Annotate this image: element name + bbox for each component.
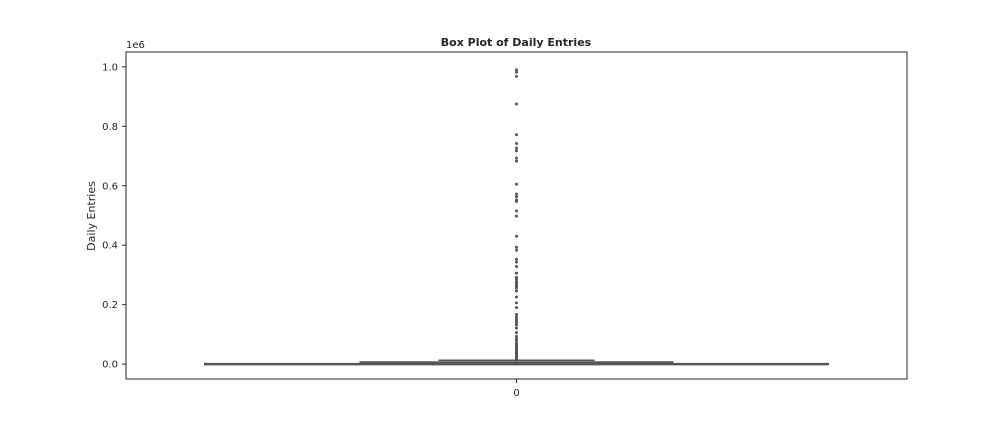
outlier-point xyxy=(514,323,518,327)
outlier-point xyxy=(514,234,518,238)
outlier-point xyxy=(514,149,518,153)
outlier-point xyxy=(514,70,518,74)
outlier-point xyxy=(514,133,518,137)
outlier-point xyxy=(514,326,518,330)
outlier-point xyxy=(514,214,518,218)
outlier-point xyxy=(514,312,518,316)
plot-area: 0.0 0.2 0.4 0.6 0.8 1.0 0 xyxy=(102,62,829,399)
axes-frame xyxy=(125,51,908,380)
outlier-point xyxy=(514,289,518,293)
outlier-point xyxy=(514,68,518,72)
outlier-point xyxy=(514,142,518,146)
outlier-point xyxy=(514,102,518,106)
outlier-point xyxy=(514,74,518,78)
outlier-point xyxy=(514,182,518,186)
outlier-point xyxy=(514,295,518,299)
y-tick-label: 1.0 xyxy=(102,62,118,73)
y-tick-label: 0.0 xyxy=(102,360,118,371)
outlier-point xyxy=(514,192,518,196)
outlier-point xyxy=(514,260,518,264)
outlier-point xyxy=(514,358,518,362)
outlier-point xyxy=(514,277,518,281)
outlier-point xyxy=(514,257,518,261)
outlier-point xyxy=(514,200,518,204)
outlier-point xyxy=(514,286,518,290)
y-axis-label: Daily Entries xyxy=(85,181,98,251)
y-tick-label: 0.2 xyxy=(102,300,118,311)
outlier-point xyxy=(514,306,518,310)
outlier-point xyxy=(514,265,518,269)
outlier-point xyxy=(514,331,518,335)
y-tick-label: 0.8 xyxy=(102,122,118,133)
chart-title: Box Plot of Daily Entries xyxy=(441,36,592,49)
outlier-point xyxy=(514,315,518,319)
y-tick-label: 0.6 xyxy=(102,181,118,192)
outlier-point xyxy=(514,301,518,305)
outlier-point xyxy=(514,209,518,213)
outlier-point xyxy=(514,245,518,249)
outlier-point xyxy=(514,334,518,338)
outlier-point xyxy=(514,195,518,199)
y-tick-label: 0.4 xyxy=(102,241,118,252)
outlier-point xyxy=(514,159,518,163)
outlier-point xyxy=(514,156,518,160)
x-tick-label: 0 xyxy=(513,388,519,399)
outlier-point xyxy=(514,271,518,275)
outlier-point xyxy=(514,339,518,343)
outlier-point xyxy=(514,248,518,252)
y-offset-text: 1e6 xyxy=(126,40,145,51)
outlier-point xyxy=(514,146,518,150)
